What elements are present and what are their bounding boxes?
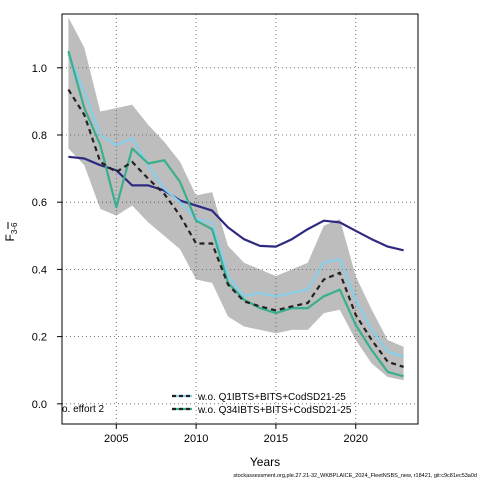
plot-frame (61, 13, 419, 425)
x-axis-label: Years (250, 455, 280, 469)
y-tick-label: 0.2 (32, 332, 47, 344)
legend-entry-2: w.o. Q34IBTS+BITS+CodSD21-25 (197, 405, 352, 416)
axes: 2005 2010 2015 2020 0.0 0.2 0.4 0.6 0.8 1.0 (32, 13, 419, 445)
legend-entry-1: w.o. Q1IBTS+BITS+CodSD21-25 (197, 392, 346, 403)
y-axis-label-sub: 3-6 (10, 222, 19, 234)
y-tick-label: 0.4 (32, 264, 47, 276)
x-tick-label: 2015 (264, 433, 288, 445)
y-tick-label: 0.0 (32, 399, 47, 411)
corner-label: o. effort 2 (62, 404, 105, 415)
grid-lines (62, 14, 418, 424)
x-tick-label: 2010 (184, 433, 208, 445)
x-tick-label: 2005 (104, 433, 128, 445)
legend: w.o. Q1IBTS+BITS+CodSD21-25 w.o. Q34IBTS… (172, 392, 352, 416)
series-line-3 (67, 50, 404, 378)
confidence-band (68, 17, 404, 381)
y-axis-label-main: F (3, 234, 17, 241)
y-tick-label: 0.8 (32, 130, 47, 142)
y-axis-label: F3-6 (3, 222, 19, 241)
confidence-band-area (68, 17, 404, 381)
svg-text:F3-6: F3-6 (3, 222, 19, 241)
x-tick-label: 2020 (343, 433, 367, 445)
series-lines (67, 50, 404, 378)
series-line-2 (67, 53, 404, 358)
y-tick-label: 1.0 (32, 63, 47, 75)
y-tick-label: 0.6 (32, 197, 47, 209)
footer-note: stockassessment.org,ple.27.21-32_WKBPLAI… (233, 473, 477, 479)
